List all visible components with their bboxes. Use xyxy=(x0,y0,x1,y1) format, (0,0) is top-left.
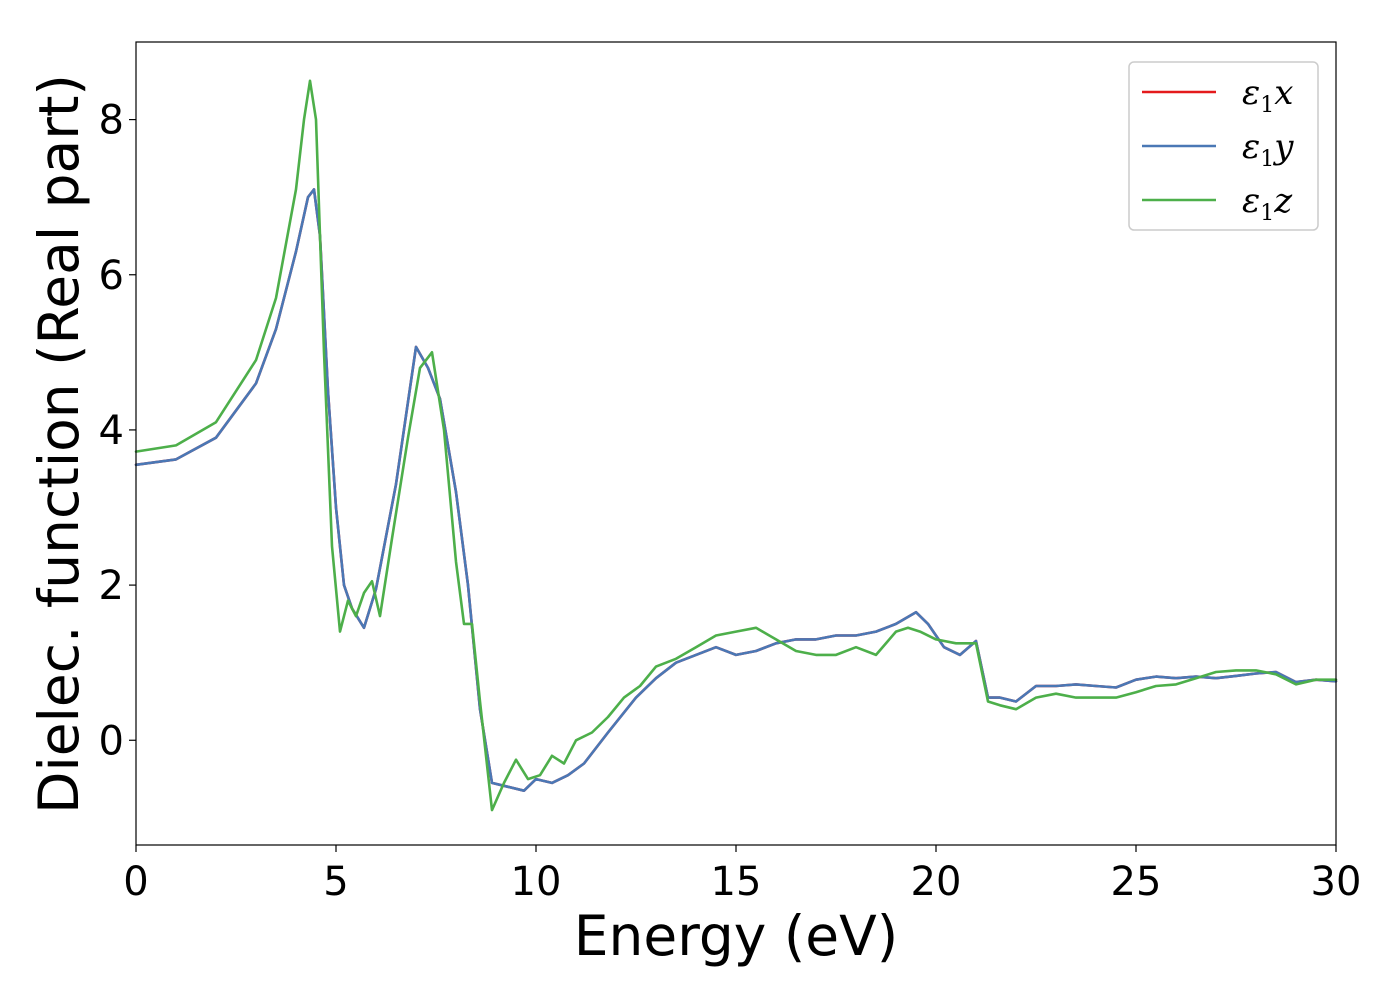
x-tick-label: 5 xyxy=(323,859,348,905)
y-axis: 0 2 4 6 8 xyxy=(99,98,136,764)
x-tick-label: 15 xyxy=(711,859,762,905)
legend-box xyxy=(1128,61,1319,231)
y-axis-label: Dielec. function (Real part) xyxy=(27,74,91,814)
x-tick-label: 20 xyxy=(911,859,962,905)
legend-label-y: ε1y xyxy=(1242,127,1294,172)
x-tick-label: 10 xyxy=(511,859,562,905)
series-layer xyxy=(134,79,1338,812)
y-tick-label: 6 xyxy=(99,253,124,299)
x-axis: 0 5 10 15 20 25 30 xyxy=(123,845,1361,905)
y-tick-label: 8 xyxy=(99,98,124,144)
legend-label-z: ε1z xyxy=(1242,181,1293,226)
y-tick-label: 4 xyxy=(99,408,124,454)
y-tick-label: 2 xyxy=(99,563,124,609)
series-line-y xyxy=(134,188,1338,793)
x-tick-label: 30 xyxy=(1311,859,1362,905)
x-axis-label: Energy (eV) xyxy=(574,904,898,968)
y-tick-label: 0 xyxy=(99,718,124,764)
legend: ε1x ε1y ε1z xyxy=(1128,61,1319,231)
legend-label-x: ε1x xyxy=(1242,73,1293,118)
x-tick-label: 0 xyxy=(123,859,148,905)
series-line-z xyxy=(134,79,1338,812)
x-tick-label: 25 xyxy=(1111,859,1162,905)
